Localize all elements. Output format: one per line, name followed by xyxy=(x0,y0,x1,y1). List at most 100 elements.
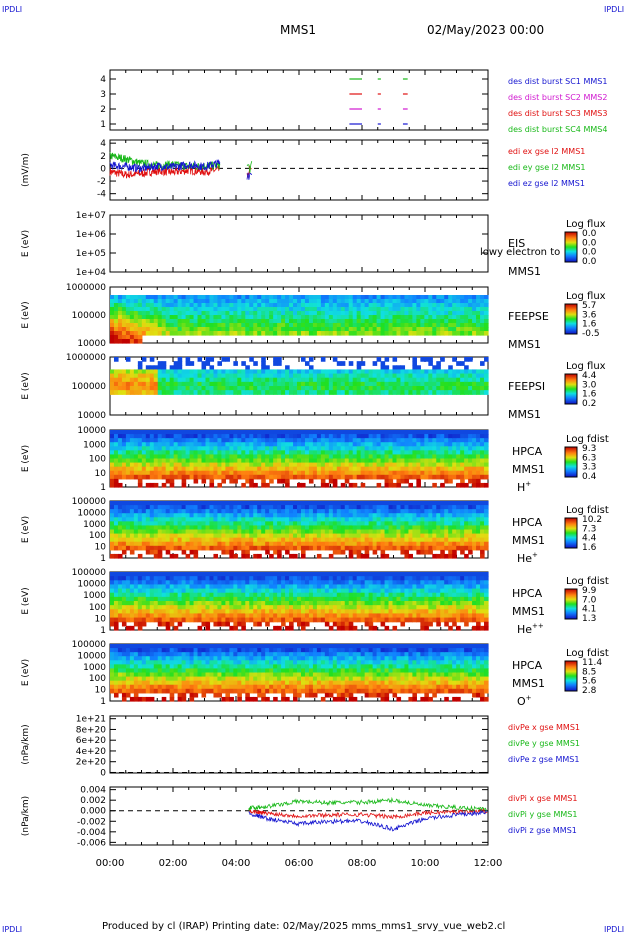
heatmap-cell xyxy=(360,505,366,510)
heatmap-cell xyxy=(484,545,489,551)
colorbar-tick-2: 0.0 xyxy=(582,238,597,248)
heatmap-cell xyxy=(312,541,318,547)
heatmap-cell xyxy=(348,323,354,328)
heatmap-cell xyxy=(249,474,254,480)
heatmap-cell xyxy=(452,521,457,527)
heatmap-cell xyxy=(308,381,314,387)
heatmap-cell xyxy=(281,369,286,375)
heatmap-cell xyxy=(193,617,199,623)
heatmap-cell xyxy=(129,505,135,510)
heatmap-cell xyxy=(384,430,390,435)
heatmap-cell xyxy=(181,386,187,391)
heatmap-cell xyxy=(165,331,171,336)
heatmap-cell xyxy=(173,295,179,300)
heatmap-cell xyxy=(237,450,242,456)
heatmap-cell xyxy=(145,572,151,577)
heatmap-cell xyxy=(468,315,473,320)
heatmap-cell xyxy=(189,434,195,439)
heatmap-cell xyxy=(304,303,310,308)
heatmap-cell xyxy=(269,390,274,395)
heatmap-cell xyxy=(460,311,465,316)
heatmap-cell xyxy=(436,323,441,328)
heatmap-cell xyxy=(380,509,386,514)
heatmap-cell xyxy=(245,525,250,531)
heatmap-cell xyxy=(161,513,167,518)
heatmap-cell xyxy=(269,450,274,456)
heatmap-cell xyxy=(396,541,402,547)
heatmap-cell xyxy=(213,505,219,510)
heatmap-cell xyxy=(225,454,230,460)
heatmap-cell xyxy=(117,605,123,610)
heatmap-cell xyxy=(205,470,211,476)
heatmap-cell xyxy=(316,466,322,472)
heatmap-cell xyxy=(233,537,238,543)
heatmap-cell xyxy=(129,377,135,383)
heatmap-cell xyxy=(420,319,425,324)
heatmap-cell xyxy=(185,545,191,551)
heatmap-cell xyxy=(153,517,159,522)
heatmap-cell xyxy=(157,438,163,443)
heatmap-cell xyxy=(261,311,266,316)
heatmap-cell xyxy=(312,509,318,514)
heatmap-cell xyxy=(181,545,187,551)
heatmap-cell xyxy=(157,576,163,581)
heatmap-cell xyxy=(320,311,326,316)
heatmap-cell xyxy=(281,373,286,379)
heatmap-cell xyxy=(428,357,433,362)
heatmap-cell xyxy=(348,553,354,559)
heatmap-cell xyxy=(161,505,167,510)
heatmap-cell xyxy=(352,386,358,391)
heatmap-cell xyxy=(225,474,230,480)
heatmap-cell xyxy=(169,327,175,332)
heatmap-cell xyxy=(197,613,203,619)
heatmap-cell xyxy=(328,545,334,551)
heatmap-cell xyxy=(460,501,465,506)
heatmap-cell xyxy=(193,545,199,551)
heatmap-cell xyxy=(348,537,354,543)
heatmap-cell xyxy=(245,454,250,460)
heatmap-cell xyxy=(388,295,394,300)
legend-label-0-3: des dist burst SC4 MMS4 xyxy=(508,125,607,134)
heatmap-cell xyxy=(265,319,270,324)
heatmap-cell xyxy=(293,521,298,527)
heatmap-cell xyxy=(245,474,250,480)
heatmap-cell xyxy=(308,442,314,447)
heatmap-cell xyxy=(237,474,242,480)
heatmap-cell xyxy=(277,505,282,510)
heatmap-cell xyxy=(440,474,445,480)
heatmap-cell xyxy=(328,513,334,518)
heatmap-cell xyxy=(432,307,437,312)
heatmap-cell xyxy=(297,323,302,328)
heatmap-cell xyxy=(221,505,226,510)
heatmap-cell xyxy=(285,315,290,320)
heatmap-cell xyxy=(380,446,386,451)
heatmap-cell xyxy=(352,517,358,522)
heatmap-cell xyxy=(273,505,278,510)
heatmap-cell xyxy=(125,525,131,531)
heatmap-cell xyxy=(364,327,370,332)
heatmap-cell xyxy=(110,454,115,460)
heatmap-cell xyxy=(110,592,115,598)
heatmap-cell xyxy=(324,434,330,439)
colorbar-4 xyxy=(564,373,578,405)
heatmap-cell xyxy=(169,596,175,602)
heatmap-cell xyxy=(197,625,203,631)
heatmap-cell xyxy=(300,315,306,320)
heatmap-cell xyxy=(193,521,199,527)
heatmap-cell xyxy=(324,390,330,395)
heatmap-cell xyxy=(356,446,362,451)
heatmap-cell xyxy=(312,450,318,456)
heatmap-cell xyxy=(440,513,445,518)
heatmap-cell xyxy=(257,470,262,476)
heatmap-cell xyxy=(464,381,469,387)
heatmap-cell xyxy=(344,299,350,304)
y-axis-label-5: E (eV) xyxy=(21,445,31,472)
heatmap-cell xyxy=(153,323,159,328)
heatmap-cell xyxy=(320,377,326,383)
heatmap-cell xyxy=(293,307,298,312)
heatmap-cell xyxy=(376,482,382,488)
heatmap-cell xyxy=(440,369,445,375)
heatmap-cell xyxy=(153,601,159,606)
heatmap-cell xyxy=(249,315,254,320)
heatmap-cell xyxy=(213,442,219,447)
